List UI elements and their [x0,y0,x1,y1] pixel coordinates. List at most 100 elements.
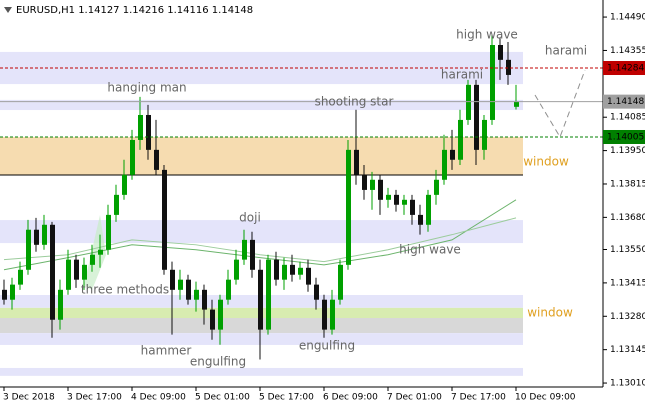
candle-body [394,194,399,205]
candle-body [2,289,7,300]
candle-body [434,179,439,195]
candle-body [74,259,79,280]
x-tick-label: 5 Dec 17:00 [259,393,314,403]
annotation: engulfing [190,355,246,369]
annotation: hammer [141,344,192,358]
candle-body [82,264,87,280]
moving-average [3,199,517,271]
annotation: hanging man [107,81,186,95]
candle-body [490,45,495,120]
candle-body [98,249,103,255]
candle-body [330,299,335,330]
candle-body [90,254,95,265]
candle-body [466,84,471,120]
zone [0,220,523,244]
x-tick-label: 7 Dec 17:00 [451,393,506,403]
x-tick-label: 5 Dec 01:00 [195,393,250,403]
candle-body [226,279,231,300]
annotation: window [523,155,569,169]
candle-body [514,101,519,107]
annotation: three methods [81,283,169,297]
candle-body [178,279,183,290]
candle-body [18,269,23,285]
candle-body [386,194,391,200]
y-tick-label: 1.14355 [610,46,645,56]
y-tick-label: 1.13010 [610,379,645,389]
y-tick-label: 1.13280 [610,312,645,322]
annotation: shooting star [315,95,394,109]
y-tick-label: 1.13415 [610,278,645,288]
chart-title: EURUSD,H1 1.14127 1.14216 1.14116 1.1414… [16,5,253,16]
candle-body [426,194,431,225]
x-tick-label: 4 Dec 09:00 [131,393,186,403]
zone [0,333,523,345]
annotation: high wave [399,243,461,257]
candle-body [210,309,215,330]
candle-body [506,59,511,75]
price-label: 1.14148 [607,97,644,107]
annotation: harami [441,68,483,82]
candle-body [314,284,319,300]
x-tick-label: 10 Dec 09:00 [515,393,576,403]
candle-body [370,179,375,190]
candle-body [58,289,63,320]
candle-body [138,114,143,140]
candle-body [234,259,239,280]
candle-body [26,229,31,270]
annotation: harami [545,44,587,58]
candle-body [50,224,55,320]
moving-average [3,217,517,263]
annotation: window [527,306,573,320]
plot [0,34,603,360]
candle-body [258,269,263,330]
candle-body [450,149,455,160]
y-tick-label: 1.13145 [610,345,645,355]
candle-body [362,174,367,190]
candle-body [106,214,111,250]
candle-body [458,119,463,160]
candle-body [410,199,415,215]
zone [0,99,523,111]
price-label-box [603,94,645,109]
y-tick-label: 1.13550 [610,245,645,255]
candle-body [170,269,175,290]
candle-body [418,214,423,225]
candle-body [322,299,327,330]
candle-body [250,239,255,270]
candle-body [34,229,39,245]
candle-body [146,114,151,150]
y-tick-label: 1.14490 [610,13,645,23]
candle-body [242,239,247,260]
candle-body [266,259,271,330]
zone [0,367,523,376]
candle-body [66,259,71,290]
candle-body [378,179,383,200]
candle-body [402,199,407,205]
candle-body [282,264,287,280]
y-tick-label: 1.14085 [610,113,645,123]
candle-body [482,119,487,150]
candle-body [298,267,303,275]
candle-body [474,84,479,150]
annotation: high wave [456,28,518,42]
candle-body [354,149,359,175]
candle-body [122,174,127,195]
annotation: engulfing [299,339,355,353]
candle-body [346,149,351,265]
candle-body [202,289,207,310]
candle-body [42,224,47,245]
zone [0,136,523,176]
candle-body [290,264,295,275]
price-label: 1.14284 [607,64,644,74]
candle-body [498,45,503,60]
price-label-box [603,61,645,76]
candle-body [154,149,159,170]
annotation: doji [239,211,261,225]
x-tick-label: 3 Dec 17:00 [67,393,122,403]
x-tick-label: 3 Dec 2018 [3,393,55,403]
symbol-icon [4,7,12,13]
candle-body [218,299,223,330]
price-label: 1.14005 [607,132,644,142]
candle-body [162,169,167,270]
candle-body [10,284,15,300]
